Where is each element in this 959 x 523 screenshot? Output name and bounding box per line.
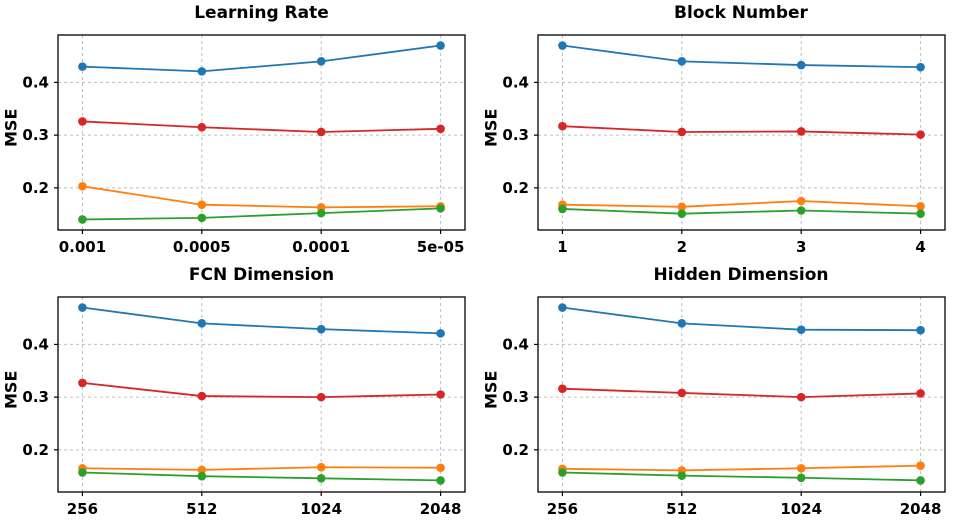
svg-text:0.4: 0.4 bbox=[502, 73, 529, 91]
svg-text:1: 1 bbox=[557, 238, 567, 256]
svg-text:0.3: 0.3 bbox=[502, 388, 529, 406]
plot-area: 256 512 1024 2048 0.2 0.3 0.4 bbox=[502, 295, 946, 518]
chart-title: Block Number bbox=[674, 3, 808, 23]
chart-title: Learning Rate bbox=[194, 3, 329, 23]
svg-text:2048: 2048 bbox=[899, 500, 941, 518]
svg-text:512: 512 bbox=[186, 500, 217, 518]
svg-text:0.4: 0.4 bbox=[502, 335, 529, 353]
svg-text:0.0005: 0.0005 bbox=[173, 238, 231, 256]
plot-area: 256 512 1024 2048 0.2 0.3 0.4 bbox=[22, 295, 466, 518]
svg-text:0.4: 0.4 bbox=[22, 73, 49, 91]
chart-title: Hidden Dimension bbox=[653, 264, 829, 285]
svg-text:0.4: 0.4 bbox=[22, 335, 49, 353]
svg-text:0.0001: 0.0001 bbox=[292, 238, 350, 256]
svg-text:0.2: 0.2 bbox=[502, 179, 529, 197]
svg-text:0.2: 0.2 bbox=[22, 440, 49, 458]
svg-text:0.2: 0.2 bbox=[22, 179, 49, 197]
svg-text:0.3: 0.3 bbox=[502, 126, 529, 144]
y-axis-label: MSE bbox=[481, 369, 500, 409]
svg-text:1024: 1024 bbox=[780, 500, 822, 518]
y-axis-label: MSE bbox=[1, 369, 21, 409]
svg-text:4: 4 bbox=[915, 238, 925, 256]
chart-block-number: Block Number MSE 1 2 3 4 0.2 0.3 0.4 bbox=[480, 0, 959, 261]
chart-title: FCN Dimension bbox=[188, 264, 335, 285]
chart-learning-rate: Learning Rate MSE 0.001 0.0005 0.0001 5e-05… bbox=[0, 0, 479, 261]
svg-text:0.001: 0.001 bbox=[59, 238, 106, 256]
svg-text:0.3: 0.3 bbox=[22, 388, 49, 406]
svg-text:2048: 2048 bbox=[420, 500, 462, 518]
svg-text:512: 512 bbox=[666, 500, 697, 518]
svg-text:2: 2 bbox=[676, 238, 686, 256]
svg-text:0.2: 0.2 bbox=[502, 440, 529, 458]
svg-text:3: 3 bbox=[795, 238, 805, 256]
svg-text:1024: 1024 bbox=[300, 500, 342, 518]
y-axis-label: MSE bbox=[481, 108, 500, 147]
svg-text:256: 256 bbox=[67, 500, 98, 518]
y-axis-label: MSE bbox=[1, 108, 21, 147]
chart-fcn-dimension: FCN Dimension MSE 256 512 1024 2048 0.2 0.3 0.… bbox=[0, 262, 479, 523]
plot-area: 0.001 0.0005 0.0001 5e-05 0.2 0.3 0.4 bbox=[22, 34, 466, 256]
svg-text:0.3: 0.3 bbox=[22, 126, 49, 144]
svg-text:5e-05: 5e-05 bbox=[417, 238, 465, 256]
svg-text:256: 256 bbox=[546, 500, 577, 518]
chart-hidden-dimension: Hidden Dimension MSE 256 512 1024 2048 0.2 0.… bbox=[480, 262, 959, 523]
plot-area: 1 2 3 4 0.2 0.3 0.4 bbox=[502, 34, 946, 256]
